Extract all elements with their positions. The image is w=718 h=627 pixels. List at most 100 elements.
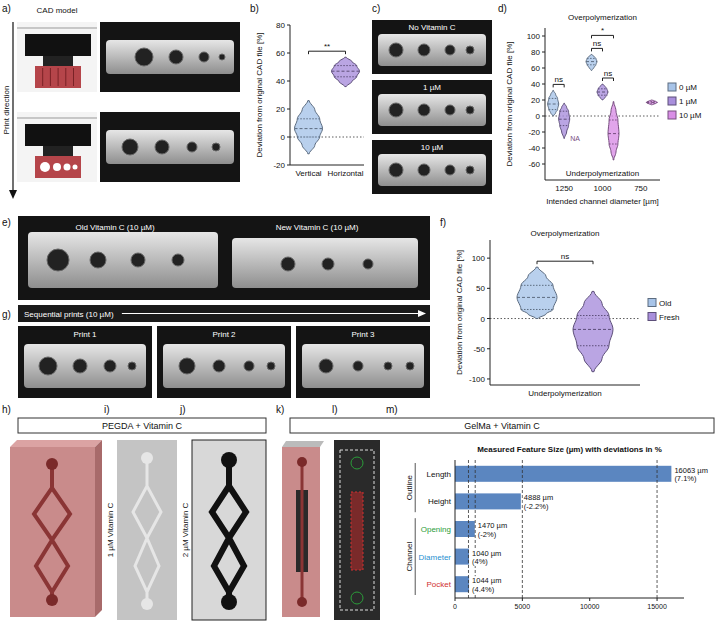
violin-chart: -20020406080VerticalHorizontalDeviation …	[255, 21, 364, 178]
panel-letter: f)	[440, 217, 446, 228]
photo-label: New Vitamin C (10 µM)	[276, 223, 359, 232]
y-tick	[542, 52, 545, 53]
q1-line	[560, 125, 569, 126]
photo	[18, 326, 152, 398]
photo-background	[372, 20, 492, 74]
x-tick	[455, 598, 456, 601]
y-tick-label: 100	[472, 254, 486, 263]
photo-background	[157, 326, 291, 398]
median-line	[646, 102, 657, 103]
q3-line	[549, 98, 558, 99]
cad-part	[35, 66, 81, 88]
channel-hole	[244, 361, 254, 371]
channel-hole	[319, 359, 333, 373]
group-bracket	[415, 518, 416, 595]
q3-line	[334, 65, 356, 66]
channel-hole	[169, 50, 183, 64]
legend-label: 0 µM	[679, 83, 697, 92]
y-tick	[487, 288, 490, 289]
reference-line	[657, 460, 658, 598]
q1-line	[647, 103, 656, 104]
group-label: Channel	[405, 541, 414, 571]
y-tick	[487, 258, 490, 259]
channel-hole	[128, 362, 136, 370]
label-patch	[673, 474, 698, 483]
photo-label: 1 µM Vitamin C	[106, 502, 115, 557]
y-tick	[287, 137, 290, 138]
y-tick-label: 0	[481, 315, 486, 324]
q1-line	[549, 109, 558, 110]
significance-bracket	[603, 78, 614, 81]
significance-label: ns	[604, 69, 612, 78]
photo-background	[100, 112, 240, 182]
port	[351, 592, 363, 604]
label-patch	[471, 557, 489, 566]
q1-line	[334, 76, 356, 77]
photo-label: No Vitamin C	[409, 23, 456, 32]
y-tick-label: -20	[528, 128, 540, 137]
printed-slab	[106, 130, 234, 164]
violin	[548, 90, 559, 116]
channel-hole	[213, 360, 225, 372]
y-tick-label: Pocket	[427, 580, 452, 589]
median-line	[559, 119, 570, 120]
panel-letter: e)	[2, 217, 11, 228]
region-label: Underpolymerization	[566, 169, 639, 178]
legend-swatch	[668, 83, 676, 91]
block-front	[282, 447, 320, 617]
photo	[372, 20, 492, 74]
arrow	[122, 313, 420, 314]
cad-channel	[40, 162, 50, 172]
channel-network	[34, 464, 70, 600]
channel-hole	[47, 249, 69, 271]
port	[351, 457, 363, 469]
group-box	[290, 418, 714, 433]
photo-background	[18, 326, 152, 398]
photo-background	[192, 440, 266, 620]
channel-hole	[172, 254, 184, 266]
legend-label: 1 µM	[679, 97, 697, 106]
channel-hole	[363, 259, 373, 269]
significance-label: ns	[561, 252, 569, 261]
y-tick-label: 20	[531, 96, 540, 105]
printed-slab	[378, 94, 486, 126]
q1-line	[587, 64, 596, 65]
channel-hole	[281, 257, 295, 271]
significance-bracket	[592, 35, 614, 38]
y-tick	[542, 148, 545, 149]
printed-slab	[163, 344, 285, 388]
significance-label: ns	[593, 39, 601, 48]
violin	[559, 103, 570, 138]
panel-letter: g)	[2, 309, 11, 320]
cad-channel	[53, 163, 61, 171]
y-tick	[487, 348, 490, 349]
channel-hole	[353, 361, 363, 371]
port	[297, 457, 307, 467]
y-axis	[545, 28, 546, 180]
cad-channel	[42, 68, 43, 86]
median-line	[586, 61, 597, 62]
y-tick-label: 0	[281, 133, 286, 142]
photo-background	[372, 80, 492, 134]
cad-render	[17, 22, 97, 92]
photo	[372, 140, 492, 194]
channel-hole	[466, 166, 474, 174]
violins	[295, 57, 360, 154]
y-tick-label: 60	[531, 64, 540, 73]
channel-hole	[384, 362, 392, 370]
x-axis	[490, 385, 640, 386]
significance-bracket	[537, 261, 593, 264]
region-label: Overpolymerization	[531, 229, 600, 238]
x-axis	[455, 598, 684, 599]
port	[141, 452, 153, 464]
photo-label: Print 3	[351, 330, 375, 339]
channel-hole	[418, 164, 430, 176]
cad-channel	[73, 68, 74, 86]
violin-chart: -100-50050100Deviation from original CAD…	[455, 229, 679, 398]
x-tick-label: 5000	[515, 603, 531, 610]
y-tick-label: 40	[276, 77, 285, 86]
printed-slab	[24, 344, 146, 388]
region-label: Underpolymerization	[528, 389, 601, 398]
y-tick	[287, 109, 290, 110]
y-tick-label: 50	[476, 284, 485, 293]
